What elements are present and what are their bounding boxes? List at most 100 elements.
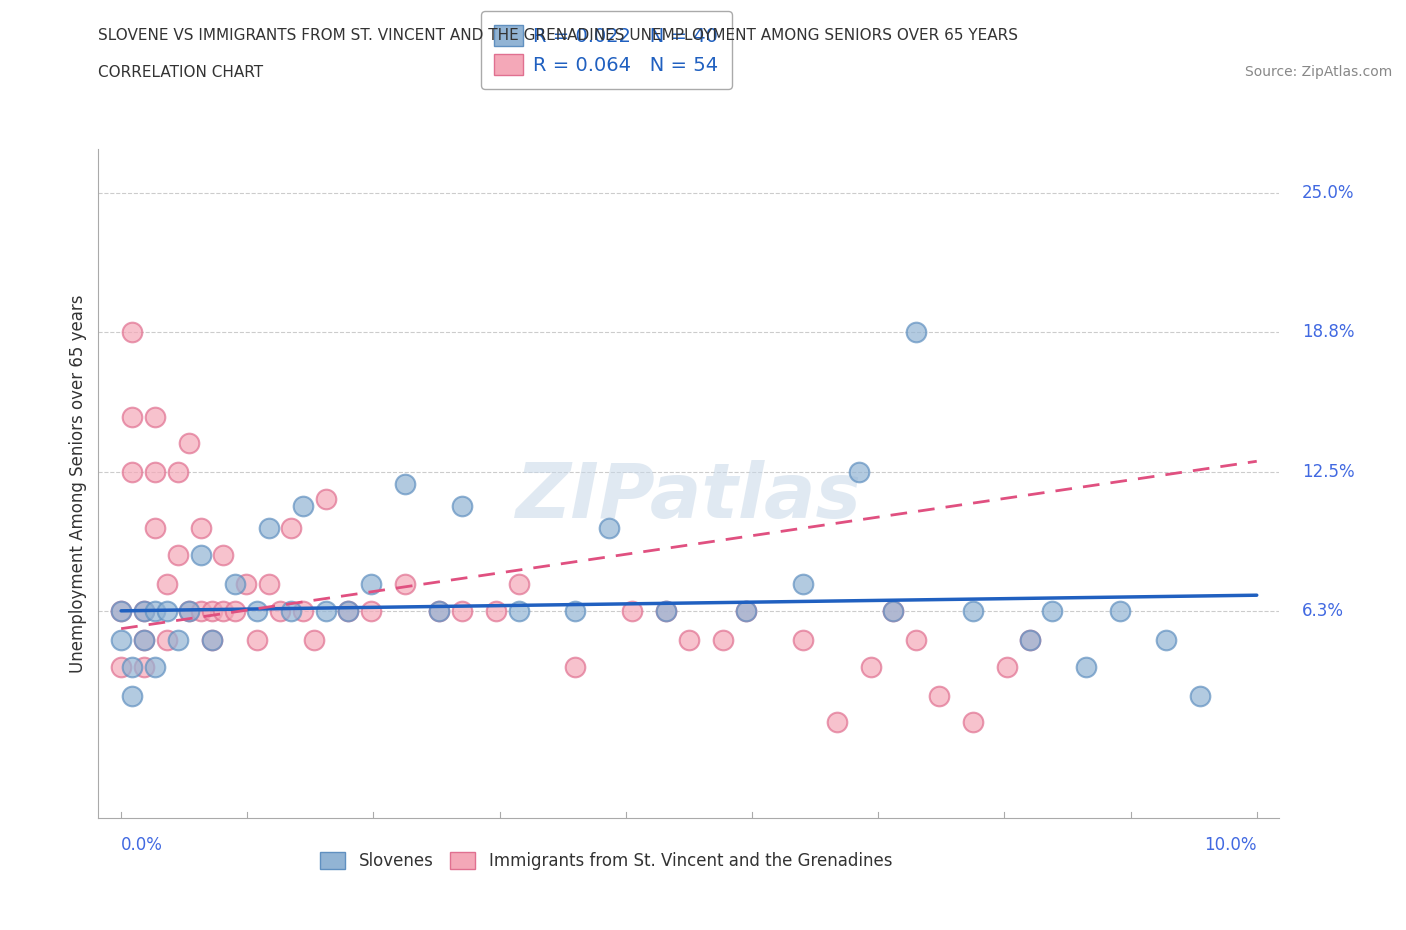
Point xyxy=(962,715,984,730)
Point xyxy=(734,604,756,618)
Point xyxy=(508,577,530,591)
Point xyxy=(257,521,280,536)
Point xyxy=(167,632,190,647)
Text: 6.3%: 6.3% xyxy=(1302,602,1344,619)
Point xyxy=(825,715,848,730)
Point xyxy=(337,604,360,618)
Point xyxy=(1018,632,1040,647)
Point xyxy=(905,325,928,339)
Legend: Slovenes, Immigrants from St. Vincent and the Grenadines: Slovenes, Immigrants from St. Vincent an… xyxy=(314,845,898,877)
Point xyxy=(121,409,143,424)
Point xyxy=(110,604,132,618)
Point xyxy=(1109,604,1132,618)
Point xyxy=(995,659,1018,674)
Point xyxy=(110,659,132,674)
Point xyxy=(621,604,644,618)
Point xyxy=(201,632,224,647)
Point xyxy=(792,632,814,647)
Point xyxy=(291,604,314,618)
Point xyxy=(280,521,302,536)
Point xyxy=(792,577,814,591)
Point xyxy=(212,604,235,618)
Point xyxy=(190,521,212,536)
Point xyxy=(655,604,678,618)
Point xyxy=(859,659,882,674)
Y-axis label: Unemployment Among Seniors over 65 years: Unemployment Among Seniors over 65 years xyxy=(69,295,87,672)
Point xyxy=(1188,688,1211,703)
Text: 18.8%: 18.8% xyxy=(1302,323,1354,340)
Text: 12.5%: 12.5% xyxy=(1302,463,1355,482)
Point xyxy=(201,632,224,647)
Point xyxy=(848,465,870,480)
Point xyxy=(655,604,678,618)
Point xyxy=(1076,659,1098,674)
Point xyxy=(269,604,291,618)
Point xyxy=(246,604,269,618)
Point xyxy=(155,604,177,618)
Point xyxy=(121,659,143,674)
Point xyxy=(485,604,508,618)
Point xyxy=(179,604,201,618)
Point xyxy=(179,604,201,618)
Point xyxy=(190,604,212,618)
Point xyxy=(337,604,360,618)
Text: SLOVENE VS IMMIGRANTS FROM ST. VINCENT AND THE GRENADINES UNEMPLOYMENT AMONG SEN: SLOVENE VS IMMIGRANTS FROM ST. VINCENT A… xyxy=(98,28,1018,43)
Point xyxy=(882,604,904,618)
Point xyxy=(360,577,382,591)
Point xyxy=(882,604,904,618)
Text: ZIPatlas: ZIPatlas xyxy=(516,460,862,534)
Point xyxy=(132,604,155,618)
Point xyxy=(224,604,246,618)
Point xyxy=(315,492,337,507)
Point xyxy=(121,325,143,339)
Text: 10.0%: 10.0% xyxy=(1205,836,1257,855)
Point xyxy=(110,632,132,647)
Point xyxy=(132,659,155,674)
Point xyxy=(928,688,950,703)
Text: 0.0%: 0.0% xyxy=(121,836,163,855)
Point xyxy=(212,548,235,563)
Point xyxy=(962,604,984,618)
Point xyxy=(1040,604,1063,618)
Point xyxy=(394,577,416,591)
Point xyxy=(1154,632,1177,647)
Point xyxy=(143,465,166,480)
Point xyxy=(155,577,177,591)
Point xyxy=(143,409,166,424)
Point xyxy=(302,632,325,647)
Point xyxy=(143,521,166,536)
Point xyxy=(143,659,166,674)
Point xyxy=(235,577,257,591)
Point xyxy=(1018,632,1040,647)
Point xyxy=(132,604,155,618)
Point xyxy=(201,604,224,618)
Point xyxy=(508,604,530,618)
Point xyxy=(450,498,472,513)
Point xyxy=(167,548,190,563)
Point xyxy=(167,465,190,480)
Point xyxy=(132,632,155,647)
Point xyxy=(315,604,337,618)
Point xyxy=(734,604,756,618)
Point xyxy=(121,465,143,480)
Point xyxy=(224,577,246,591)
Point xyxy=(121,688,143,703)
Point xyxy=(711,632,734,647)
Point xyxy=(427,604,450,618)
Text: 25.0%: 25.0% xyxy=(1302,184,1354,203)
Point xyxy=(598,521,620,536)
Point xyxy=(143,604,166,618)
Point xyxy=(905,632,928,647)
Point xyxy=(246,632,269,647)
Point xyxy=(257,577,280,591)
Point xyxy=(280,604,302,618)
Point xyxy=(564,604,586,618)
Point xyxy=(678,632,700,647)
Point xyxy=(360,604,382,618)
Point xyxy=(132,632,155,647)
Point xyxy=(394,476,416,491)
Point xyxy=(427,604,450,618)
Point xyxy=(155,632,177,647)
Text: Source: ZipAtlas.com: Source: ZipAtlas.com xyxy=(1244,65,1392,79)
Point xyxy=(190,548,212,563)
